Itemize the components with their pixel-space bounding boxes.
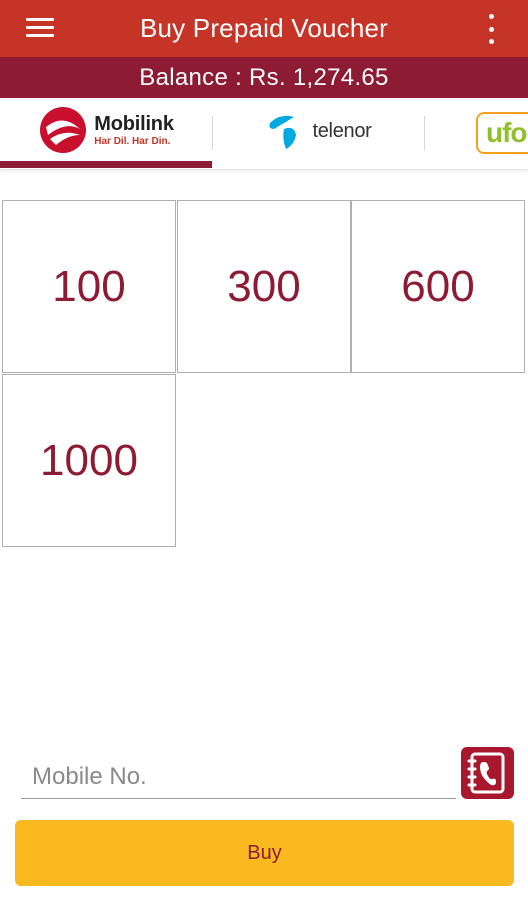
voucher-amount: 1000 (40, 435, 138, 485)
app-bar: Buy Prepaid Voucher (0, 0, 528, 57)
mobilink-name: Mobilink (94, 112, 174, 135)
more-vertical-icon[interactable] (484, 14, 498, 44)
tab-ufone[interactable]: ufo (424, 98, 528, 168)
voucher-amount: 300 (227, 261, 301, 311)
mobilink-tagline: Har Dil. Har Din. (94, 135, 171, 147)
selected-tab-indicator (0, 161, 212, 168)
voucher-amount: 100 (52, 261, 126, 311)
tab-divider (424, 116, 425, 150)
tab-telenor[interactable]: telenor (212, 98, 424, 168)
voucher-300[interactable]: 300 (177, 200, 351, 373)
voucher-1000[interactable]: 1000 (2, 374, 176, 547)
mobilink-logo-icon (40, 107, 87, 153)
page-title: Buy Prepaid Voucher (139, 13, 389, 43)
voucher-100[interactable]: 100 (2, 200, 176, 373)
ufone-logo: ufo (476, 112, 528, 154)
balance-text: Balance : Rs. 1,274.65 (139, 63, 389, 91)
hamburger-menu-icon[interactable] (26, 18, 54, 40)
voucher-600[interactable]: 600 (351, 200, 525, 373)
operator-tabs: Mobilink Har Dil. Har Din. telenor ufo (0, 98, 528, 170)
balance-bar: Balance : Rs. 1,274.65 (0, 57, 528, 98)
telenor-name: telenor (312, 119, 372, 142)
tab-mobilink[interactable]: Mobilink Har Dil. Har Din. (0, 98, 212, 168)
contact-picker-button[interactable] (461, 747, 514, 799)
tab-divider (212, 116, 213, 150)
telenor-logo-icon (269, 115, 297, 149)
voucher-amount: 600 (401, 261, 475, 311)
contact-book-icon (467, 752, 505, 794)
mobile-number-input[interactable] (21, 755, 456, 799)
ufone-name: ufo (486, 117, 528, 148)
buy-button[interactable]: Buy (15, 820, 514, 886)
